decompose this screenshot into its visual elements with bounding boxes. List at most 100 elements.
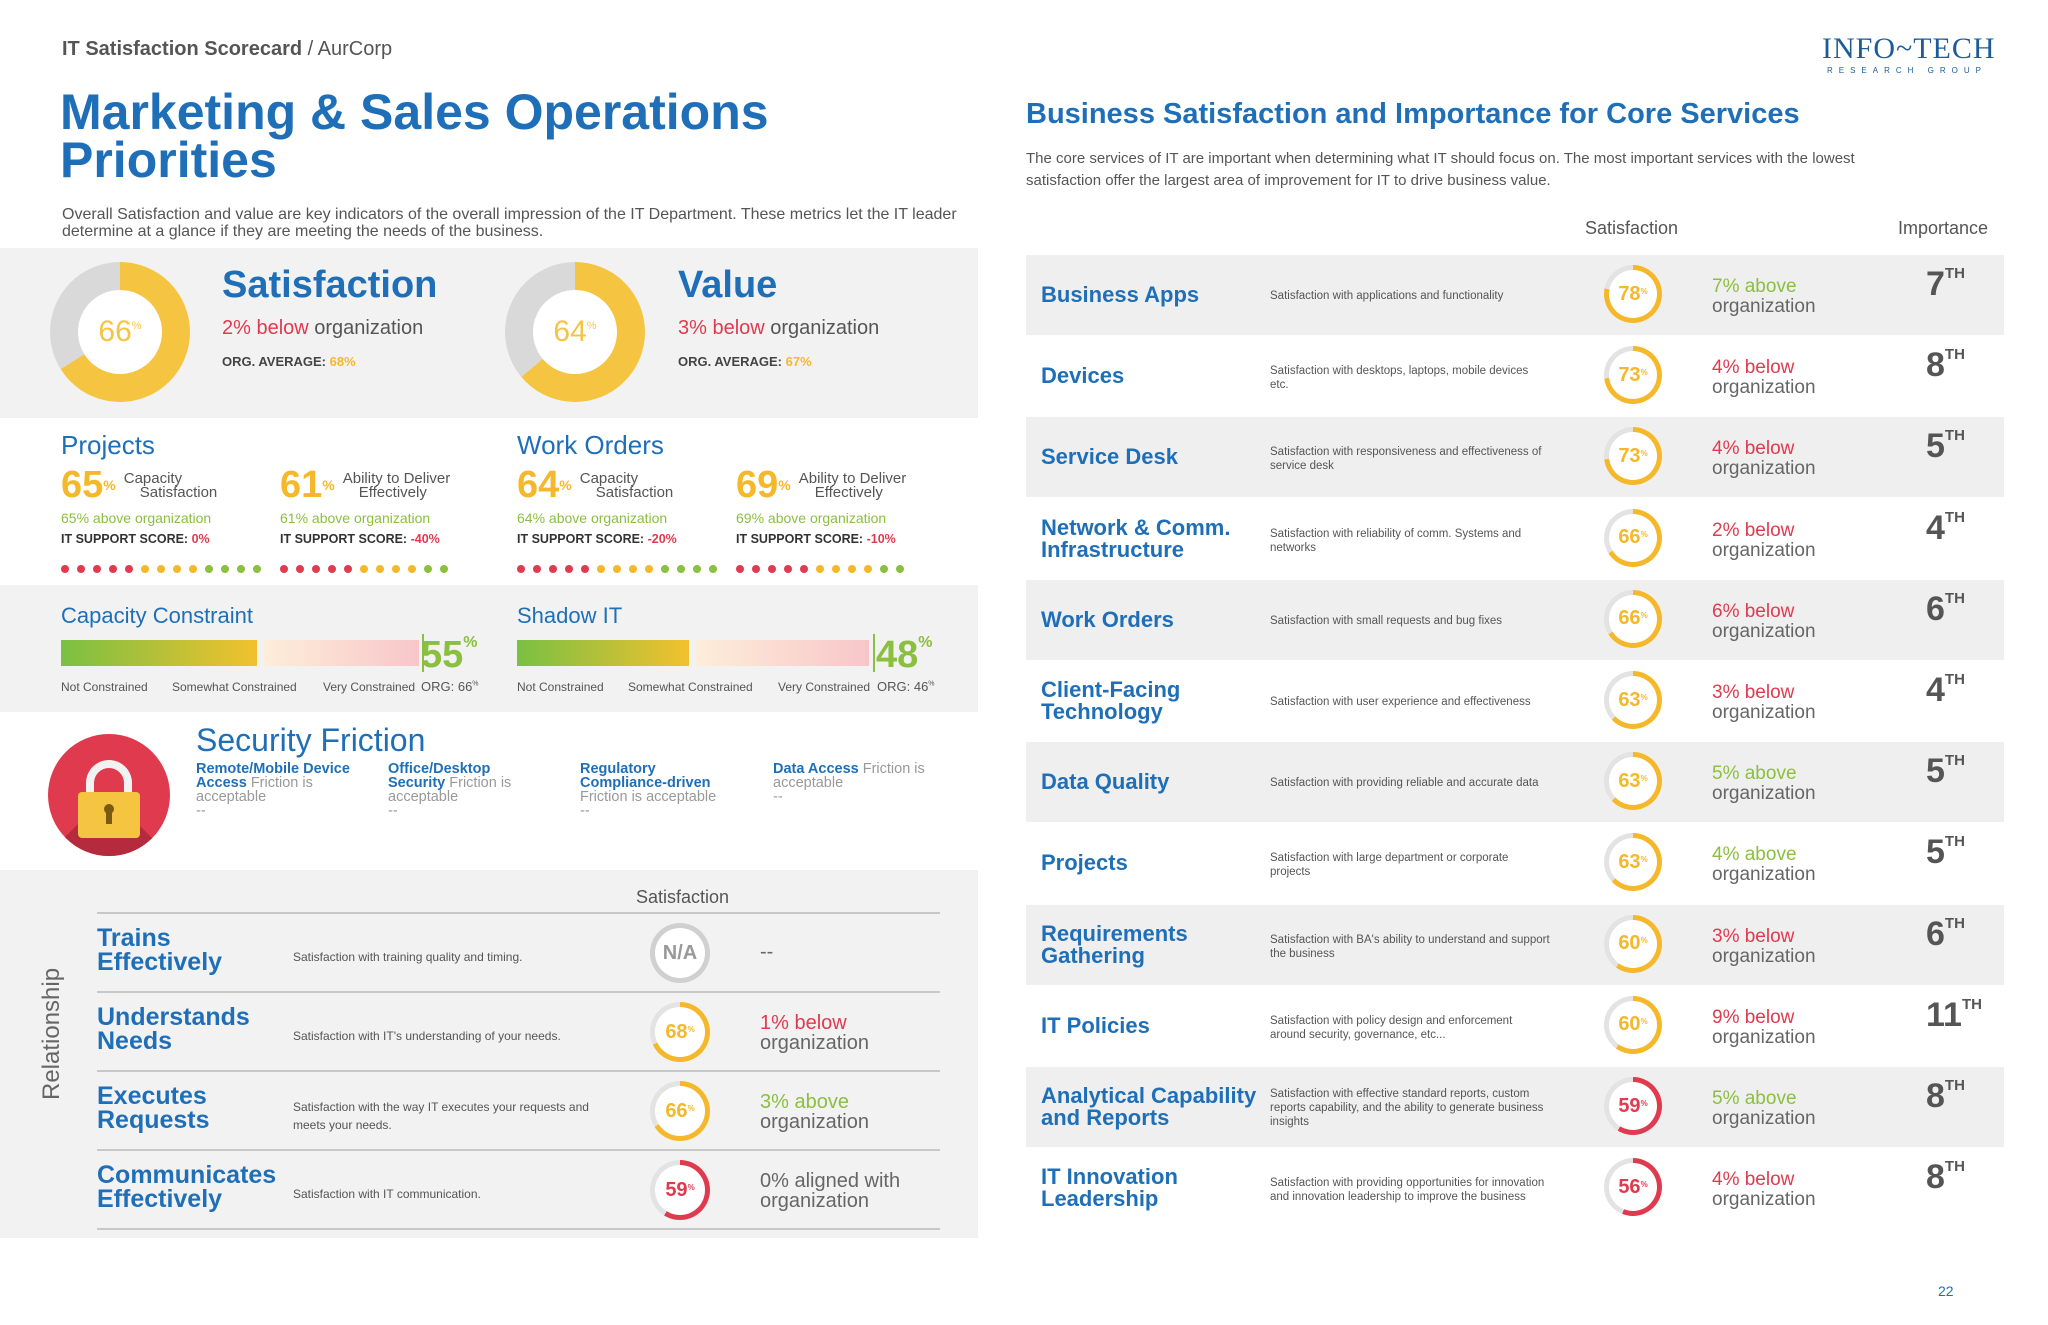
score-dot — [832, 565, 840, 573]
core-service-ring: 63% — [1604, 671, 1662, 729]
score-dot — [205, 565, 213, 573]
security-friction-item: Data Access Friction is acceptable -- — [773, 761, 925, 805]
capacity-org: ORG: 66% — [421, 679, 479, 694]
metric-dots — [280, 560, 456, 578]
core-service-compare: 4% below organization — [1712, 1169, 1816, 1211]
core-service-compare: 5% above organization — [1712, 1088, 1816, 1129]
info-tech-logo: INFO~TECH RESEARCH GROUP — [1822, 32, 1995, 75]
metric-pct: 64% — [517, 464, 572, 506]
core-service-name: Work Orders — [1041, 606, 1174, 632]
relationship-compare: 1% below organization — [760, 1012, 869, 1054]
core-service-name: Data Quality — [1041, 769, 1170, 795]
logo-subtext: RESEARCH GROUP — [1826, 66, 1987, 75]
core-service-importance: 7TH — [1926, 265, 1965, 303]
score-dot — [189, 565, 197, 573]
shadow-pct: 48% — [876, 634, 933, 676]
score-dot — [312, 565, 320, 573]
score-dot — [752, 565, 760, 573]
core-service-desc: Satisfaction with reliability of comm. S… — [1270, 527, 1522, 554]
relationship-col-satisfaction: Satisfaction — [636, 887, 730, 907]
relationship-row: Understands Needs Satisfaction with IT's … — [97, 993, 940, 1072]
core-service-compare: 3% below organization — [1712, 682, 1816, 723]
core-col-importance: Importance — [1898, 218, 1989, 238]
metric-dots — [61, 560, 269, 578]
metric-dots — [517, 560, 725, 578]
core-service-row: Analytical Capability and Reports Satisfa… — [1026, 1067, 2004, 1147]
satisfaction-donut-wrap: 66% — [50, 262, 190, 402]
score-dot — [61, 565, 69, 573]
core-service-name: Client-Facing Technology — [1041, 677, 1181, 724]
core-service-compare: 4% below organization — [1712, 438, 1816, 480]
relationship-band — [0, 870, 978, 1238]
metric-label: Capacity Satisfaction — [123, 470, 218, 501]
metric-it-score: IT SUPPORT SCORE: -40% — [280, 532, 440, 546]
work-orders-metric: 64% Capacity Satisfaction 64% above organ… — [517, 466, 725, 578]
metric-it-score: IT SUPPORT SCORE: -10% — [736, 532, 896, 546]
score-dot — [77, 565, 85, 573]
core-service-importance: 11TH — [1926, 995, 1982, 1034]
core-service-compare: 4% above organization — [1712, 844, 1816, 886]
core-service-importance: 6TH — [1926, 589, 1965, 628]
metric-compare: 65% above organization — [61, 510, 212, 526]
page-title-line1: Marketing & Sales Operations — [60, 84, 769, 140]
metric-pct: 61% — [280, 464, 335, 506]
score-dot — [173, 565, 181, 573]
core-service-name: IT Policies — [1041, 1012, 1150, 1038]
lock-icon — [48, 734, 170, 856]
core-service-compare: 4% below organization — [1712, 357, 1816, 399]
score-dot — [613, 565, 621, 573]
score-dot — [376, 565, 384, 573]
core-services-title: Business Satisfaction and Importance for… — [1026, 98, 1800, 130]
breadcrumb: IT Satisfaction Scorecard / AurCorp — [62, 38, 392, 61]
metric-compare: 61% above organization — [280, 510, 431, 526]
core-service-desc: Satisfaction with user experience and ef… — [1270, 696, 1531, 708]
value-block: Value 3% below organization ORG. AVERAGE… — [678, 264, 879, 369]
shadow-bar-fill — [517, 640, 689, 666]
core-service-compare: 9% below organization — [1712, 1006, 1816, 1048]
core-service-row: Data Quality Satisfaction with providing… — [1026, 742, 2004, 823]
core-service-compare: 2% below organization — [1712, 519, 1816, 561]
shadow-title: Shadow IT — [517, 603, 623, 628]
core-service-importance: 5TH — [1926, 427, 1965, 466]
core-service-importance: 6TH — [1926, 914, 1965, 953]
core-service-name: Analytical Capability and Reports — [1041, 1083, 1257, 1130]
core-service-ring: 66% — [1604, 589, 1662, 648]
company-name: AurCorp — [317, 38, 393, 60]
capacity-bar-fill — [61, 640, 257, 666]
core-service-row: Devices Satisfaction with desktops, lapt… — [1026, 336, 2004, 416]
relationship-desc: Satisfaction with IT communication. — [293, 1187, 481, 1201]
core-service-name: Devices — [1041, 363, 1125, 389]
score-dot — [93, 565, 101, 573]
capacity-label-very: Very Constrained — [323, 680, 416, 694]
metric-dots — [736, 560, 912, 578]
score-dot — [392, 565, 400, 573]
score-dot — [280, 565, 288, 573]
score-dot — [565, 565, 573, 573]
core-col-satisfaction: Satisfaction — [1585, 218, 1679, 238]
shadow-marker — [873, 634, 875, 672]
score-dot — [157, 565, 165, 573]
core-service-ring: 73% — [1604, 427, 1662, 486]
relationship-compare: 0% aligned with organization — [760, 1170, 901, 1212]
core-service-name: Projects — [1041, 850, 1128, 876]
metric-it-score: IT SUPPORT SCORE: 0% — [61, 532, 210, 546]
metric-compare: 69% above organization — [736, 510, 887, 526]
score-dot — [328, 565, 336, 573]
score-dot — [141, 565, 149, 573]
page-title: Marketing & Sales Operations Priorities — [60, 84, 769, 185]
core-service-name: Service Desk — [1041, 444, 1178, 470]
satisfaction-donut: 66% — [50, 262, 190, 402]
capacity-title: Capacity Constraint — [61, 603, 253, 628]
core-service-row: Service Desk Satisfaction with responsiv… — [1026, 417, 2004, 498]
core-service-ring: 73% — [1604, 346, 1662, 405]
security-friction-item: Remote/Mobile Device Access Friction is … — [196, 761, 350, 819]
core-service-ring: 60% — [1604, 914, 1662, 973]
metric-label: Ability to Deliver Effectively — [342, 470, 451, 501]
core-service-row: Projects Satisfaction with large departm… — [1026, 823, 2004, 903]
relationship-compare: 3% above organization — [760, 1091, 869, 1133]
core-service-desc: Satisfaction with responsiveness and eff… — [1270, 446, 1542, 473]
value-org-average: ORG. AVERAGE: 67% — [678, 354, 812, 369]
core-service-row: IT Innovation Leadership Satisfaction wit… — [1026, 1148, 2004, 1228]
core-service-importance: 8TH — [1926, 1158, 1965, 1197]
relationship-desc: Satisfaction with IT's understanding of … — [293, 1029, 561, 1043]
